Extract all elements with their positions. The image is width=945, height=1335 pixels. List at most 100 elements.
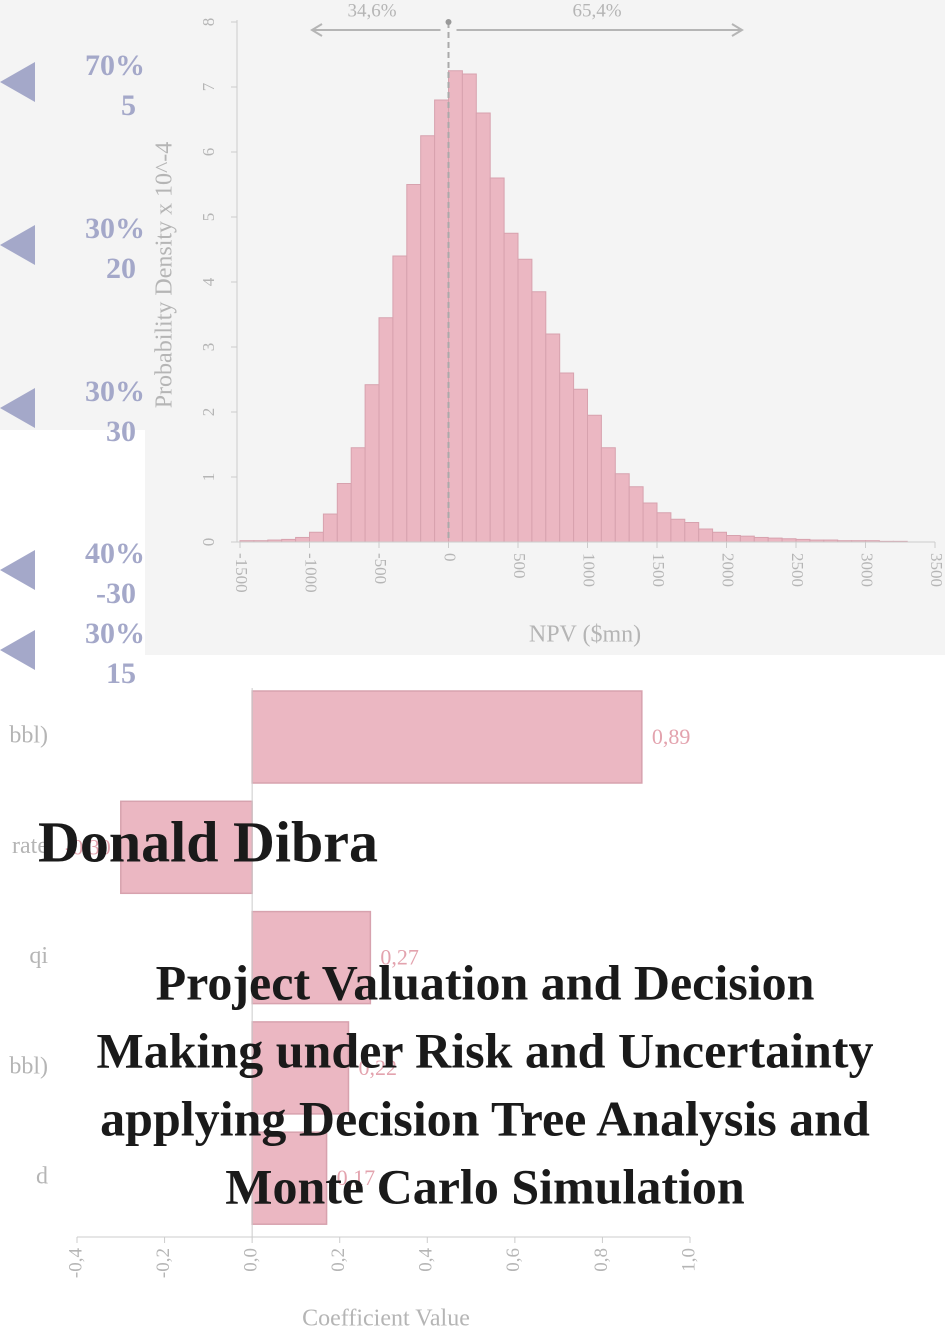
y-tick-label: 2 [199, 408, 218, 417]
value-label: 0,17 [337, 1165, 376, 1190]
value-label: 0,89 [652, 724, 691, 749]
histogram-bar [698, 528, 714, 543]
split-label-right: 65,4% [572, 0, 621, 21]
coefficient-bar [251, 1021, 350, 1115]
histogram-bar [448, 70, 463, 543]
histogram-bar [712, 531, 727, 543]
histogram-bar [587, 414, 602, 543]
coefficient-bar [251, 690, 643, 784]
y-tick-label: 3 [199, 343, 218, 352]
branch-value: 30 [106, 415, 136, 448]
x-axis-label: Coefficient Value [302, 1306, 470, 1332]
value-label: 0,22 [358, 1055, 397, 1080]
split-label-left: 34,6% [347, 0, 396, 21]
histogram-bar [753, 536, 769, 543]
histogram-bar [559, 372, 575, 543]
branch-value: 5 [121, 89, 136, 122]
branch-value: -30 [96, 577, 136, 610]
x-tick-label: -500 [371, 553, 390, 584]
split-point [445, 19, 452, 25]
arrow-head [731, 23, 744, 37]
y-tick-label: 8 [199, 18, 218, 27]
category-label: bbl) [9, 723, 48, 749]
histogram-bar [489, 177, 505, 543]
book-title: Making under Risk and Uncertainty [97, 1022, 874, 1078]
branch-probability: 30% [85, 617, 145, 650]
histogram-bar [767, 537, 783, 543]
histogram-bar [656, 512, 672, 543]
histogram-bar [545, 333, 561, 543]
branch-marker [0, 630, 35, 670]
book-title: applying Decision Tree Analysis and [100, 1090, 870, 1146]
x-tick-label: 0,6 [503, 1248, 524, 1272]
coefficient-bar [120, 800, 253, 895]
x-tick-label: 1,0 [678, 1248, 699, 1272]
x-tick-label: 0 [441, 553, 460, 562]
coefficient-bar [251, 910, 372, 1005]
histogram-bar [614, 473, 630, 543]
branch-probability: 70% [85, 49, 145, 82]
branch-probability: 30% [85, 212, 145, 245]
x-tick-label: 1500 [649, 553, 668, 587]
histogram-bar [600, 447, 616, 543]
histogram-bar [531, 291, 547, 543]
branch-marker [0, 62, 35, 102]
x-tick-label: 3500 [927, 553, 945, 587]
book-title: Monte Carlo Simulation [225, 1158, 745, 1214]
y-tick-label: 0 [199, 538, 218, 547]
histogram-bar [628, 486, 644, 543]
branch-probability: 40% [85, 537, 145, 570]
histogram-bar [461, 73, 477, 543]
histogram-bar [434, 99, 450, 543]
arrow-head [310, 23, 323, 37]
y-axis-label: Probability Density x 10^-4 [152, 142, 178, 409]
histogram-bar [350, 447, 366, 543]
x-axis-label: NPV ($mn) [529, 622, 641, 648]
y-tick-label: 6 [199, 148, 218, 157]
histogram-bar [517, 258, 533, 543]
x-tick-label: -1000 [302, 553, 321, 593]
x-tick-label: 1000 [580, 553, 599, 587]
histogram-bar [364, 384, 380, 543]
y-tick-label: 4 [199, 277, 218, 286]
x-tick-label: -0,2 [153, 1248, 174, 1278]
histogram-bar [642, 502, 658, 543]
x-tick-label: 0,8 [591, 1248, 612, 1272]
category-label: rate [12, 833, 48, 859]
y-tick-label: 1 [199, 473, 218, 482]
category-label: bbl) [9, 1053, 48, 1079]
branch-marker [0, 388, 35, 428]
histogram-bar [475, 112, 491, 543]
histogram-bar [295, 536, 311, 543]
x-tick-label: 0,2 [328, 1248, 349, 1272]
x-tick-label: 3000 [858, 553, 877, 587]
histogram-bar [739, 535, 755, 543]
histogram-bar [406, 184, 422, 543]
category-label: qi [29, 943, 48, 969]
x-tick-label: 500 [510, 553, 529, 579]
x-tick-label: -1500 [232, 553, 251, 593]
histogram-bar [573, 388, 588, 543]
branch-value: 15 [106, 657, 136, 690]
histogram-bar [420, 135, 436, 543]
coefficient-bar [251, 1131, 328, 1225]
book-title: Project Valuation and Decision [156, 954, 815, 1010]
branch-value: 20 [106, 252, 136, 285]
x-tick-label: 2000 [719, 553, 738, 587]
y-tick-label: 5 [199, 213, 218, 222]
x-tick-label: 0,0 [241, 1248, 262, 1272]
histogram-bar [684, 522, 700, 543]
histogram-bar [309, 531, 324, 543]
x-tick-label: -0,4 [65, 1248, 86, 1279]
histogram-bar [392, 255, 408, 543]
histogram-bar [503, 232, 519, 543]
y-tick-label: 7 [199, 82, 218, 91]
value-label: -0,30 [65, 834, 111, 859]
histogram-bar [336, 483, 352, 543]
branch-marker [0, 225, 35, 265]
x-tick-label: 2500 [788, 553, 807, 587]
category-label: d [36, 1164, 48, 1190]
histogram-bar [378, 317, 394, 543]
x-tick-label: 0,4 [416, 1248, 437, 1272]
